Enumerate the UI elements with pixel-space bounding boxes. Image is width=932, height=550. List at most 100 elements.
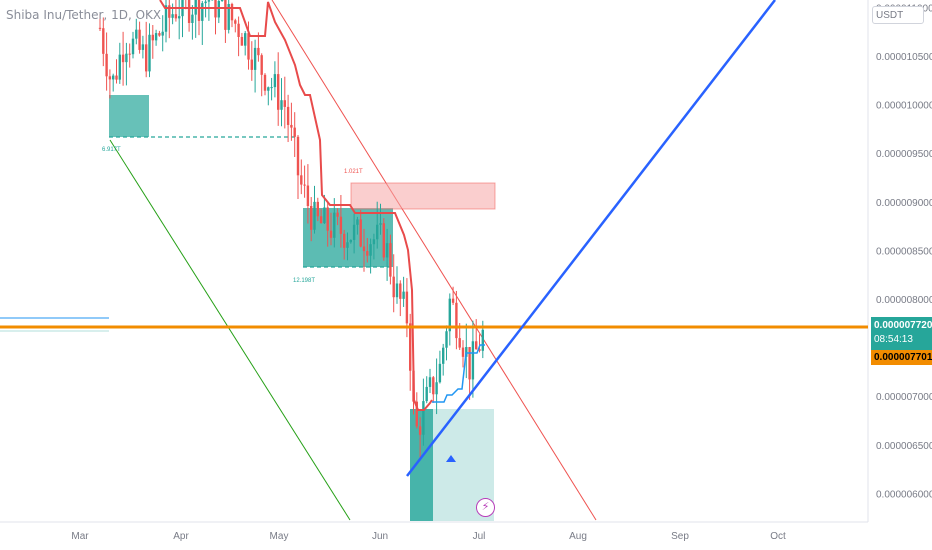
candle-body[interactable] (267, 87, 270, 91)
candle-body[interactable] (230, 3, 234, 21)
candle-body[interactable] (118, 54, 121, 80)
candle-body[interactable] (402, 291, 405, 299)
candle-body[interactable] (201, 3, 204, 21)
candle-body[interactable] (244, 33, 247, 46)
candle-body[interactable] (448, 298, 451, 332)
candle-body[interactable] (257, 47, 260, 56)
candle-body[interactable] (191, 14, 194, 23)
candle-body[interactable] (224, 0, 227, 30)
candle-body[interactable] (405, 291, 409, 324)
candle-body[interactable] (356, 219, 359, 225)
candle-body[interactable] (237, 23, 240, 37)
candle-body[interactable] (316, 201, 319, 217)
candle-body[interactable] (283, 100, 286, 107)
candle-body[interactable] (187, 0, 191, 23)
candle-body[interactable] (300, 175, 303, 185)
candle-body[interactable] (293, 127, 296, 137)
supply-zone[interactable] (350, 182, 496, 210)
candle-body[interactable] (346, 242, 349, 248)
candle-body[interactable] (313, 201, 316, 230)
candle-body[interactable] (247, 33, 250, 60)
candle-body[interactable] (263, 74, 267, 91)
candle-body[interactable] (372, 239, 376, 245)
candle-body[interactable] (164, 5, 168, 32)
currency-selector[interactable]: USDT (872, 6, 924, 24)
candle-body[interactable] (277, 74, 280, 110)
candle-body[interactable] (478, 349, 481, 351)
candle-body[interactable] (250, 59, 253, 70)
candle-body[interactable] (389, 243, 392, 277)
candle-body[interactable] (392, 276, 395, 298)
candle-body[interactable] (409, 323, 412, 371)
channel-line-green[interactable] (109, 139, 351, 521)
candle-body[interactable] (207, 0, 211, 2)
candle-body[interactable] (296, 136, 300, 176)
candle-body[interactable] (343, 233, 346, 248)
candle-body[interactable] (399, 283, 402, 299)
candle-body[interactable] (273, 74, 277, 88)
candle-body[interactable] (98, 27, 102, 29)
candle-body[interactable] (240, 36, 244, 46)
candle-body[interactable] (385, 243, 389, 258)
candle-body[interactable] (352, 224, 356, 240)
candle-body[interactable] (286, 106, 290, 125)
time-axis[interactable]: Mar Apr May Jun Jul Aug Sep Oct (71, 531, 786, 542)
candle-body[interactable] (336, 212, 339, 217)
candle-body[interactable] (445, 331, 448, 348)
candle-body[interactable] (234, 20, 237, 24)
candle-body[interactable] (319, 216, 323, 224)
candle-body[interactable] (382, 223, 385, 258)
candle-body[interactable] (428, 377, 432, 387)
candle-body[interactable] (376, 224, 379, 240)
candle-body[interactable] (217, 1, 220, 18)
candle-body[interactable] (422, 401, 425, 435)
candle-body[interactable] (145, 44, 148, 72)
candle-body[interactable] (369, 244, 372, 256)
supertrend-line[interactable] (159, 0, 433, 411)
candle-body[interactable] (366, 251, 369, 256)
candle-body[interactable] (112, 75, 115, 80)
lightning-alert-icon[interactable]: ⚡ (476, 498, 495, 517)
candle-body[interactable] (418, 426, 422, 435)
candle-body[interactable] (115, 75, 118, 80)
candle-body[interactable] (329, 230, 333, 238)
candle-body[interactable] (339, 216, 343, 234)
candle-body[interactable] (253, 47, 257, 70)
candle-body[interactable] (451, 298, 455, 303)
candle-body[interactable] (465, 347, 468, 357)
candle-body[interactable] (220, 0, 224, 2)
candle-body[interactable] (481, 329, 484, 351)
candle-body[interactable] (151, 34, 154, 41)
candle-body[interactable] (461, 347, 465, 357)
candle-body[interactable] (141, 44, 145, 50)
candle-body[interactable] (471, 341, 475, 380)
candle-body[interactable] (168, 5, 171, 18)
candle-body[interactable] (442, 347, 445, 364)
candle-body[interactable] (227, 3, 230, 30)
candle-body[interactable] (102, 28, 105, 54)
candle-body[interactable] (171, 14, 174, 18)
candle-body[interactable] (154, 33, 158, 41)
candle-body[interactable] (174, 14, 178, 19)
candle-body[interactable] (310, 206, 313, 230)
candle-body[interactable] (349, 239, 352, 243)
candle-body[interactable] (333, 212, 336, 238)
candle-body[interactable] (362, 246, 366, 252)
candle-body[interactable] (158, 33, 161, 36)
candle-body[interactable] (468, 347, 471, 380)
channel-line-red[interactable] (271, 0, 597, 521)
candle-body[interactable] (379, 223, 382, 225)
candle-body[interactable] (435, 382, 438, 395)
candle-body[interactable] (475, 341, 478, 350)
position-entry-zone[interactable] (410, 409, 433, 521)
candle-body[interactable] (455, 302, 458, 339)
candle-body[interactable] (290, 124, 293, 128)
candle-body[interactable] (108, 76, 112, 80)
candlestick-series[interactable] (98, 0, 484, 458)
candle-body[interactable] (425, 386, 428, 402)
candle-body[interactable] (138, 29, 141, 50)
candle-body[interactable] (458, 338, 461, 348)
candle-body[interactable] (323, 207, 326, 224)
candle-body[interactable] (128, 53, 131, 55)
candle-body[interactable] (260, 55, 263, 75)
